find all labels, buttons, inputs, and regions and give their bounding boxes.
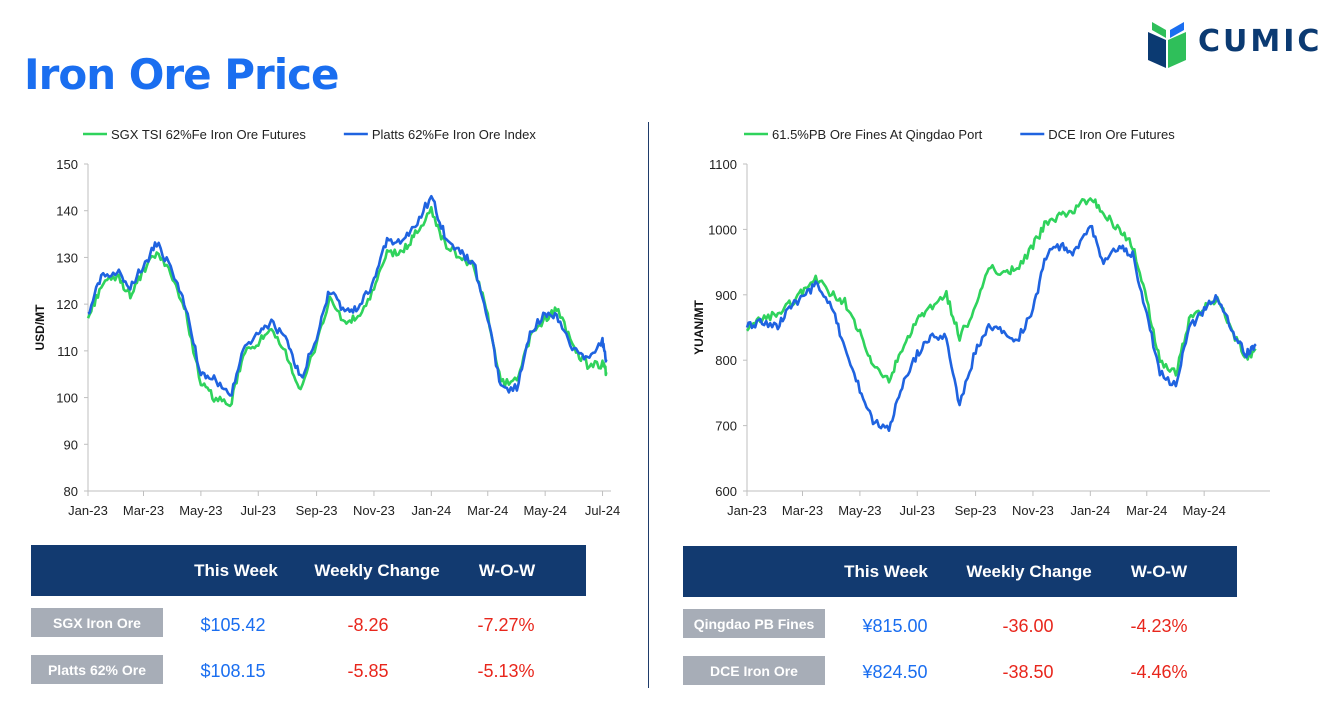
legend-entry: SGX TSI 62%Fe Iron Ore Futures <box>111 127 306 142</box>
iron-ore-usd-chart: 80 90 100 110 120 130 140 150 Jan-23 Mar-23 May-23… <box>33 127 620 518</box>
x-tick-label: Sep-23 <box>955 503 997 518</box>
platts-this-week: $108.15 <box>200 661 266 681</box>
section-divider <box>648 122 649 688</box>
qingdao-wow: -4.23% <box>1130 616 1188 636</box>
table-header: This Week Weekly Change W-O-W <box>31 545 586 596</box>
x-tick-label: May-23 <box>179 503 222 518</box>
row-label-dce: DCE Iron Ore <box>683 656 825 685</box>
x-tick-label: May-24 <box>523 503 566 518</box>
y-tick-label: 130 <box>56 250 78 265</box>
qingdao-this-week: ¥815.00 <box>862 616 928 636</box>
x-tick-label: Mar-23 <box>123 503 164 518</box>
table-header: This Week Weekly Change W-O-W <box>683 546 1237 597</box>
y-tick-label: 1000 <box>708 222 737 237</box>
y-tick-label: 900 <box>715 288 737 303</box>
x-tick-label: May-23 <box>838 503 881 518</box>
y-tick-label: 700 <box>715 419 737 434</box>
yuan-price-table: This Week Weekly Change W-O-W Qingdao PB… <box>683 546 1239 696</box>
logo-text: CUMIC <box>1198 24 1323 59</box>
sgx-weekly-change: -8.26 <box>347 615 389 635</box>
x-tick-label: Jan-23 <box>727 503 767 518</box>
header-weekly-change: Weekly Change <box>966 561 1092 581</box>
dce-this-week: ¥824.50 <box>862 662 928 682</box>
dce-wow: -4.46% <box>1130 662 1188 682</box>
legend-entry: DCE Iron Ore Futures <box>1048 127 1175 142</box>
platts-wow: -5.13% <box>477 661 535 681</box>
y-tick-label: 140 <box>56 204 78 219</box>
cumic-logo: CUMIC <box>1146 18 1321 70</box>
x-tick-label: Jan-23 <box>68 503 108 518</box>
series-line-green <box>745 197 1257 384</box>
x-tick-label: Jul-23 <box>900 503 935 518</box>
x-tick-label: Nov-23 <box>1012 503 1054 518</box>
header-this-week: This Week <box>194 560 278 580</box>
x-tick-label: Jan-24 <box>1070 503 1110 518</box>
y-tick-label: 600 <box>715 484 737 499</box>
y-tick-label: 150 <box>56 157 78 172</box>
x-tick-label: Mar-24 <box>1126 503 1167 518</box>
x-tick-label: Jul-23 <box>241 503 276 518</box>
dce-weekly-change: -38.50 <box>1002 662 1054 682</box>
y-axis-label: YUAN/MT <box>692 300 706 355</box>
qingdao-weekly-change: -36.00 <box>1002 616 1054 636</box>
platts-weekly-change: -5.85 <box>347 661 389 681</box>
leaf-logo-icon <box>1148 22 1186 68</box>
y-tick-label: 100 <box>56 391 78 406</box>
x-tick-label: Jul-24 <box>585 503 620 518</box>
legend-entry: 61.5%PB Ore Fines At Qingdao Port <box>772 127 983 142</box>
x-tick-label: Mar-23 <box>782 503 823 518</box>
series-line-blue <box>87 194 608 397</box>
usd-price-table: This Week Weekly Change W-O-W SGX Iron O… <box>31 545 587 695</box>
iron-ore-yuan-chart: 600 700 800 900 1000 1100 Jan-23 Mar-23 May-23 Ju… <box>692 127 1270 518</box>
y-tick-label: 80 <box>64 484 78 499</box>
header-weekly-change: Weekly Change <box>314 560 440 580</box>
header-this-week: This Week <box>844 561 928 581</box>
row-label-platts: Platts 62% Ore <box>31 655 163 684</box>
header-wow: W-O-W <box>1130 561 1188 581</box>
y-axis-label: USD/MT <box>33 304 47 351</box>
series-line-blue <box>745 224 1257 432</box>
row-label-qingdao: Qingdao PB Fines <box>683 609 825 638</box>
x-tick-label: Nov-23 <box>353 503 395 518</box>
sgx-wow: -7.27% <box>477 615 535 635</box>
sgx-this-week: $105.42 <box>200 615 266 635</box>
header-wow: W-O-W <box>478 560 536 580</box>
y-tick-label: 120 <box>56 297 78 312</box>
x-tick-label: Sep-23 <box>296 503 338 518</box>
x-tick-label: May-24 <box>1182 503 1225 518</box>
series-line-green <box>86 205 608 408</box>
y-tick-label: 1100 <box>709 157 737 172</box>
row-label-sgx: SGX Iron Ore <box>31 608 163 637</box>
y-tick-label: 90 <box>64 437 78 452</box>
page-title: Iron Ore Price <box>24 50 340 99</box>
x-tick-label: Mar-24 <box>467 503 508 518</box>
x-tick-label: Jan-24 <box>411 503 451 518</box>
legend-entry: Platts 62%Fe Iron Ore Index <box>372 127 537 142</box>
y-tick-label: 800 <box>715 353 737 368</box>
y-tick-label: 110 <box>57 344 78 359</box>
